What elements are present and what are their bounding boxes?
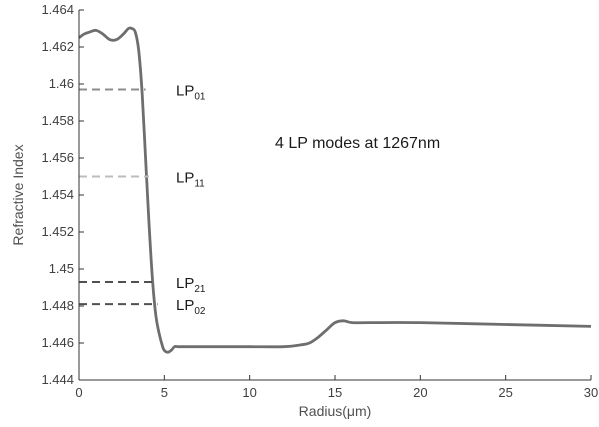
y-tick-label: 1.462 (41, 39, 74, 54)
index-profile-line (78, 26, 592, 354)
y-tick-label: 1.45 (49, 261, 74, 276)
x-tick-label: 10 (242, 385, 256, 400)
x-ticks: 0 5 10 15 20 25 30 (75, 375, 598, 400)
mode-label-lp01: LP01 (176, 83, 206, 103)
y-axis-label: Refractive Index (10, 144, 26, 245)
mode-label-lp02: LP02 (176, 297, 206, 317)
profile-layer (78, 26, 592, 354)
y-tick-label: 1.456 (41, 150, 74, 165)
x-tick-label: 20 (413, 385, 427, 400)
mode-label-lp11: LP11 (176, 170, 205, 190)
y-tick-label: 1.452 (41, 224, 74, 239)
x-tick-label: 30 (584, 385, 598, 400)
y-tick-label: 1.454 (41, 187, 74, 202)
y-tick-label: 1.458 (41, 113, 74, 128)
y-tick-label: 1.448 (41, 298, 74, 313)
x-axis-label: Radius(μm) (299, 403, 372, 419)
y-tick-label: 1.46 (49, 76, 74, 91)
x-tick-label: 5 (161, 385, 168, 400)
y-ticks: 1.444 1.446 1.448 1.45 1.452 1.454 1.456 1.458 1… (41, 2, 84, 387)
x-tick-label: 25 (498, 385, 512, 400)
plot-background (79, 10, 591, 380)
mode-label-lp21: LP21 (176, 275, 206, 295)
y-tick-label: 1.464 (41, 2, 74, 17)
y-tick-label: 1.444 (41, 372, 74, 387)
y-tick-label: 1.446 (41, 335, 74, 350)
x-tick-label: 0 (75, 385, 82, 400)
mode-count-annotation: 4 LP modes at 1267nm (275, 135, 440, 152)
x-tick-label: 15 (328, 385, 342, 400)
